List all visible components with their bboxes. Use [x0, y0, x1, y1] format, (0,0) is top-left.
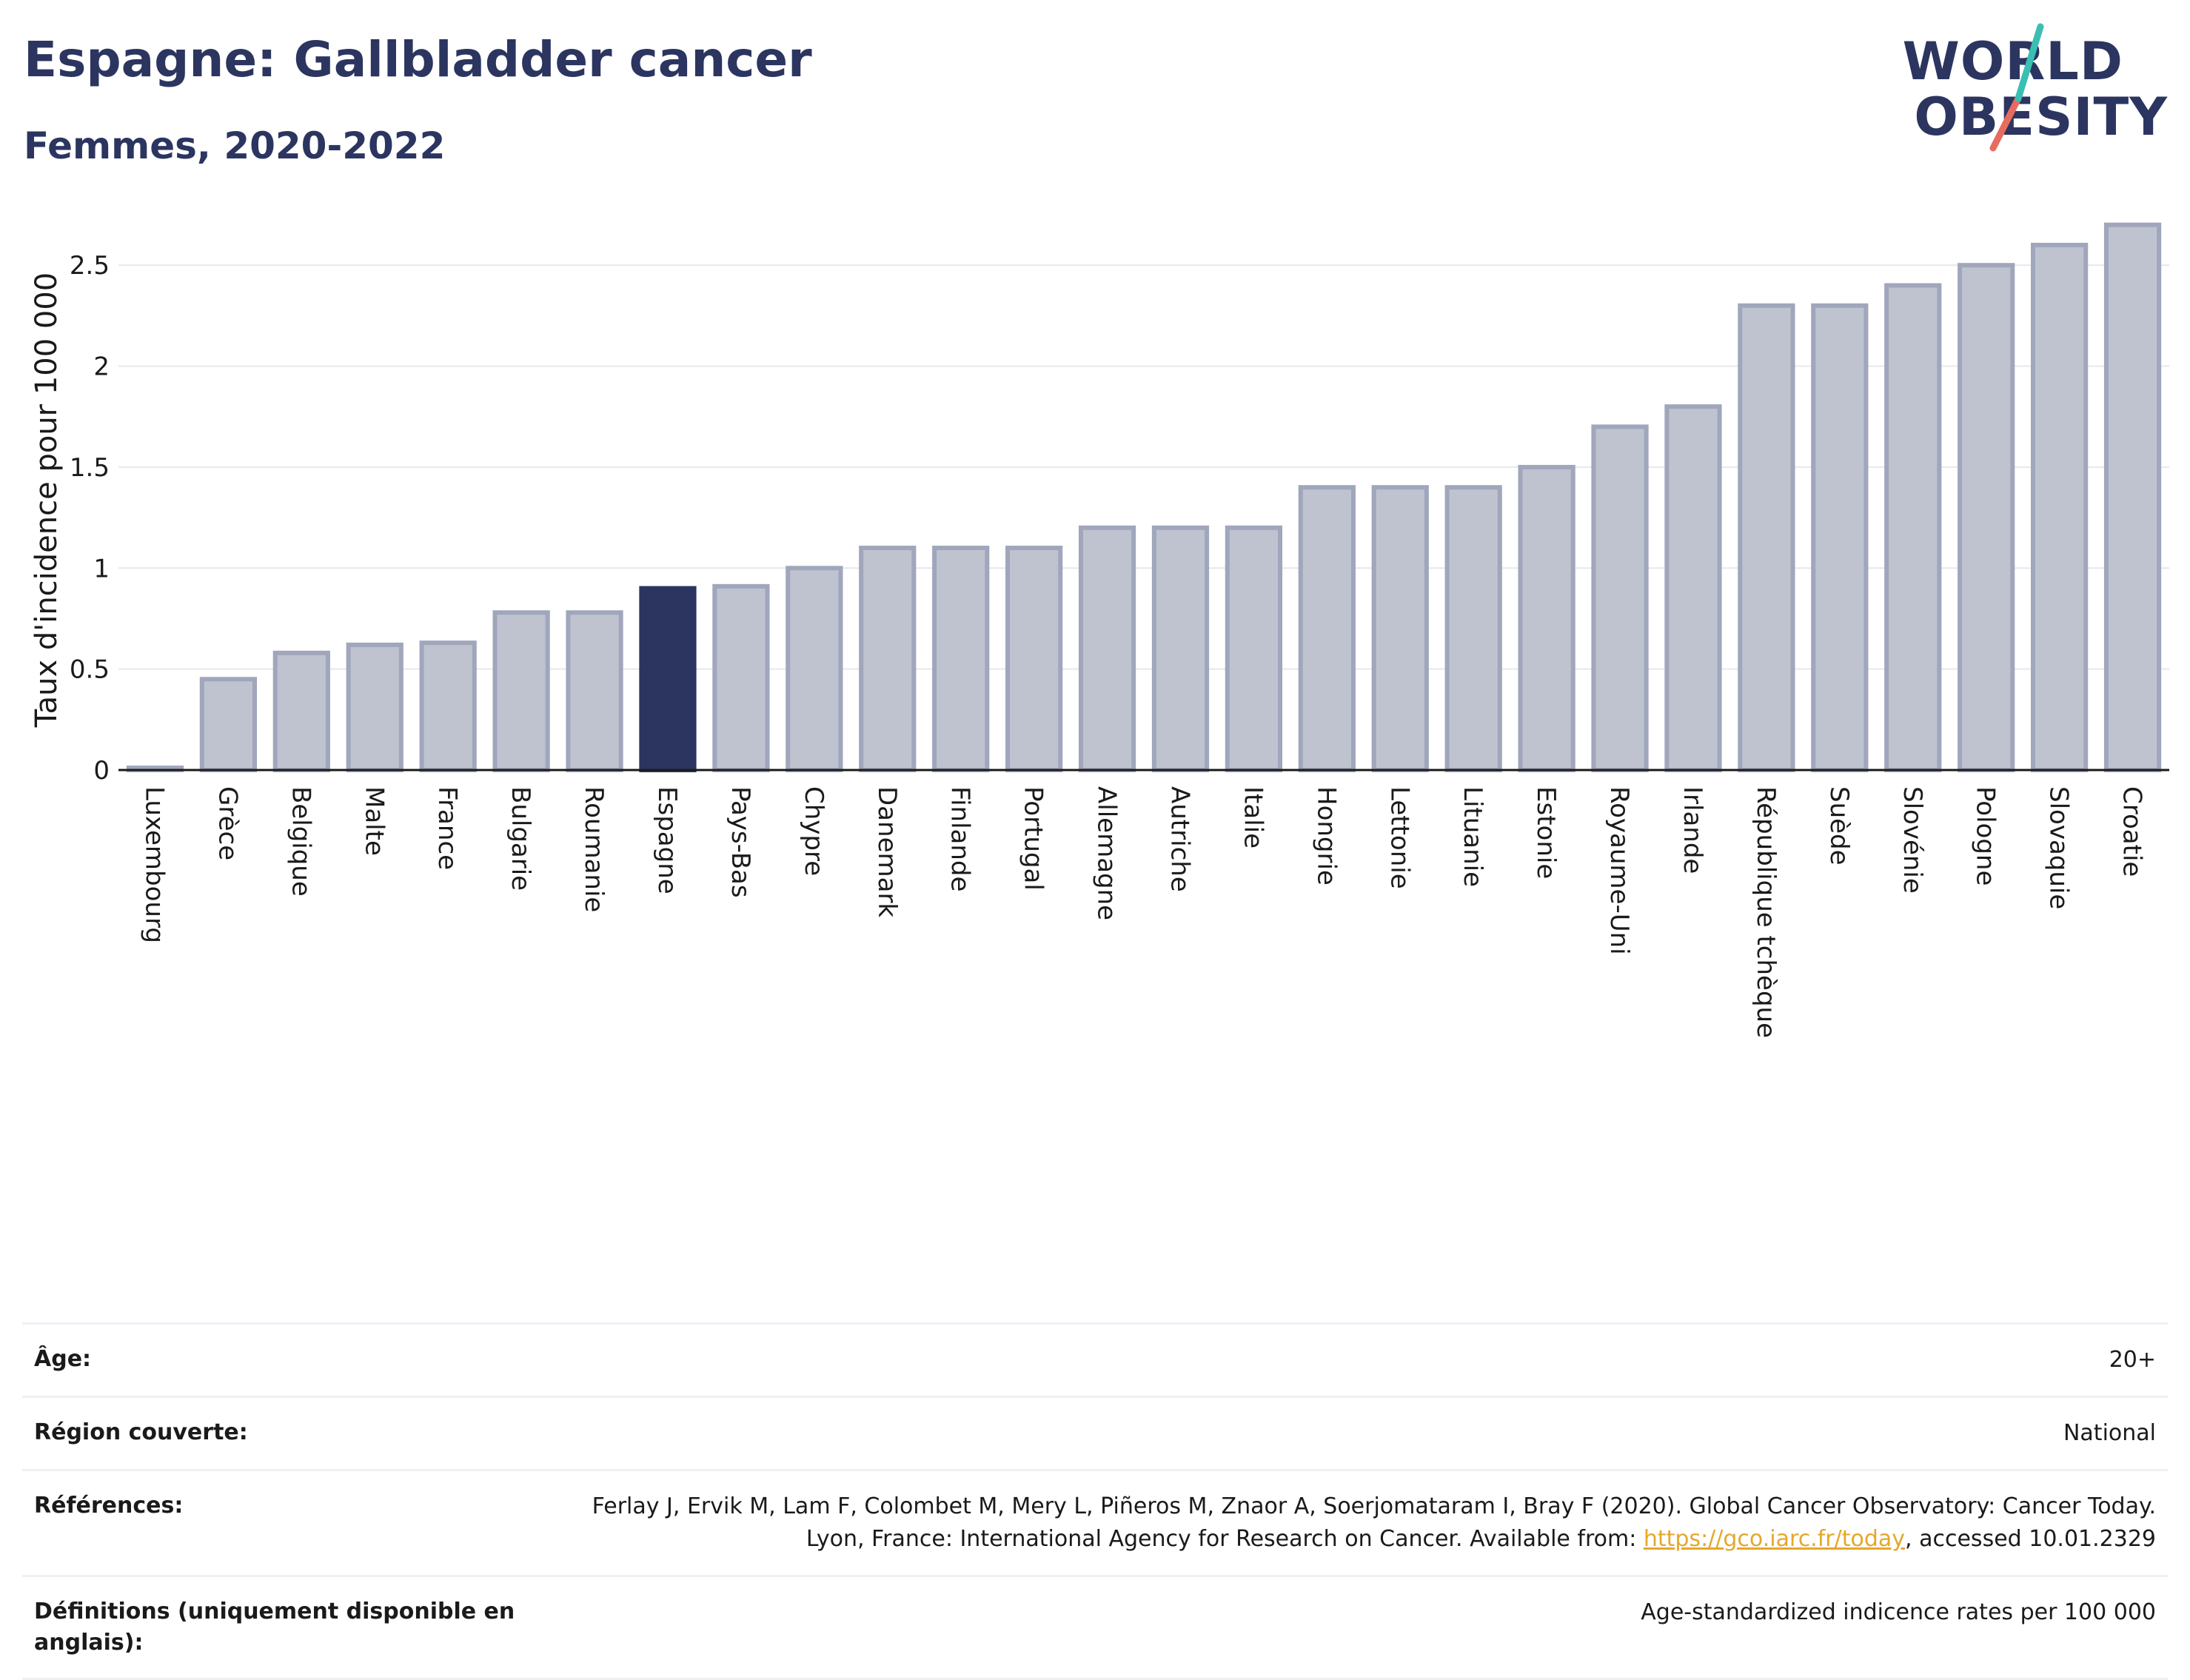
x-tick-label: Pays-Bas	[726, 786, 755, 898]
info-row-age: Âge: 20+	[22, 1322, 2168, 1396]
logo-line-2: OBESITY	[1914, 87, 2168, 147]
info-row-region: Région couverte: National	[22, 1396, 2168, 1469]
bar	[1591, 424, 1649, 772]
bar	[2030, 242, 2089, 772]
logo-slash-icon	[1989, 23, 2044, 152]
x-tick-label: Chypre	[799, 786, 828, 876]
bar	[1371, 485, 1429, 772]
x-tick-label: Belgique	[286, 786, 315, 897]
bar	[1298, 485, 1356, 772]
page-title: Espagne: Gallbladder cancer	[24, 31, 812, 88]
x-tick-label: République tchèque	[1751, 786, 1781, 1038]
bar	[2103, 222, 2162, 773]
y-tick-label: 2.5	[70, 251, 110, 281]
bar	[1005, 546, 1063, 772]
x-tick-label: Pologne	[1971, 786, 2000, 886]
references-link[interactable]: https://gco.iarc.fr/today	[1643, 1526, 1906, 1552]
bar	[639, 586, 697, 773]
x-tick-label: Slovaquie	[2044, 786, 2074, 909]
world-obesity-logo: WORLD OBESITY	[1903, 21, 2168, 161]
definitions-label: Définitions (uniquement disponible en an…	[34, 1599, 515, 1656]
references-value: Ferlay J, Ervik M, Lam F, Colombet M, Me…	[564, 1490, 2156, 1556]
x-tick-label: Luxembourg	[139, 786, 169, 943]
bar	[1225, 525, 1283, 772]
x-tick-label: Italie	[1238, 786, 1268, 849]
y-tick-label: 2	[93, 352, 110, 382]
x-tick-label: Bulgarie	[506, 786, 535, 891]
bar	[1738, 303, 1795, 772]
references-label: Références:	[34, 1493, 184, 1519]
x-tick-label: Royaume-Uni	[1604, 786, 1634, 955]
age-label: Âge:	[34, 1346, 92, 1372]
y-tick-label: 1	[93, 554, 110, 583]
x-tick-label: Lettonie	[1384, 786, 1414, 889]
x-tick-label: Danemark	[872, 786, 902, 917]
age-value: 20+	[2109, 1347, 2156, 1373]
x-tick-label: Roumanie	[579, 786, 609, 912]
bar	[346, 642, 403, 773]
bar	[492, 610, 550, 772]
x-tick-label: Irlande	[1678, 786, 1707, 874]
x-tick-label: France	[432, 786, 462, 870]
bar	[1884, 283, 1942, 773]
bar	[1078, 525, 1136, 772]
y-axis-title: Taux d'incidence pour 100 000	[30, 272, 64, 728]
definitions-value: Age-standardized indicence rates per 100…	[1641, 1599, 2156, 1625]
bar	[1958, 263, 2015, 772]
x-tick-label: Autriche	[1165, 786, 1194, 892]
x-tick-label: Slovénie	[1898, 786, 1927, 894]
bar	[859, 546, 917, 772]
x-tick-label: Malte	[359, 786, 389, 856]
bar	[272, 650, 330, 772]
bar	[1811, 303, 1869, 772]
bar	[786, 566, 843, 772]
bar	[712, 583, 770, 772]
bar	[199, 677, 258, 772]
bar	[1444, 485, 1502, 772]
x-tick-label: Hongrie	[1311, 786, 1341, 886]
info-row-references: Références: Ferlay J, Ervik M, Lam F, Co…	[22, 1469, 2168, 1575]
region-value: National	[2063, 1420, 2156, 1446]
references-text: Ferlay J, Ervik M, Lam F, Colombet M, Me…	[592, 1493, 2156, 1552]
x-tick-label: Espagne	[652, 786, 682, 894]
bar	[566, 610, 623, 772]
info-table: Âge: 20+ Région couverte: National Référ…	[22, 1322, 2168, 1680]
y-tick-label: 1.5	[70, 453, 110, 483]
bar	[1518, 464, 1575, 772]
x-tick-label: Lituanie	[1458, 786, 1487, 887]
x-tick-label: Allemagne	[1092, 786, 1122, 920]
info-row-definitions: Définitions (uniquement disponible en an…	[22, 1575, 2168, 1680]
page-subtitle: Femmes, 2020-2022	[24, 124, 446, 167]
bar	[1151, 525, 1210, 772]
y-tick-label: 0.5	[70, 655, 110, 685]
x-tick-label: Croatie	[2117, 786, 2147, 877]
references-accessed: , accessed 10.01.2329	[1905, 1526, 2156, 1552]
x-tick-label: Grèce	[212, 786, 242, 860]
y-tick-label: 0	[93, 756, 110, 786]
region-label: Région couverte:	[34, 1419, 248, 1445]
logo-line-1: WORLD	[1902, 31, 2123, 92]
bar	[932, 546, 990, 772]
bar	[1664, 404, 1722, 772]
bar	[419, 640, 477, 772]
x-tick-label: Suède	[1824, 786, 1854, 866]
x-tick-label: Finlande	[945, 786, 975, 891]
x-tick-label: Portugal	[1019, 786, 1048, 891]
x-tick-label: Estonie	[1531, 786, 1561, 879]
